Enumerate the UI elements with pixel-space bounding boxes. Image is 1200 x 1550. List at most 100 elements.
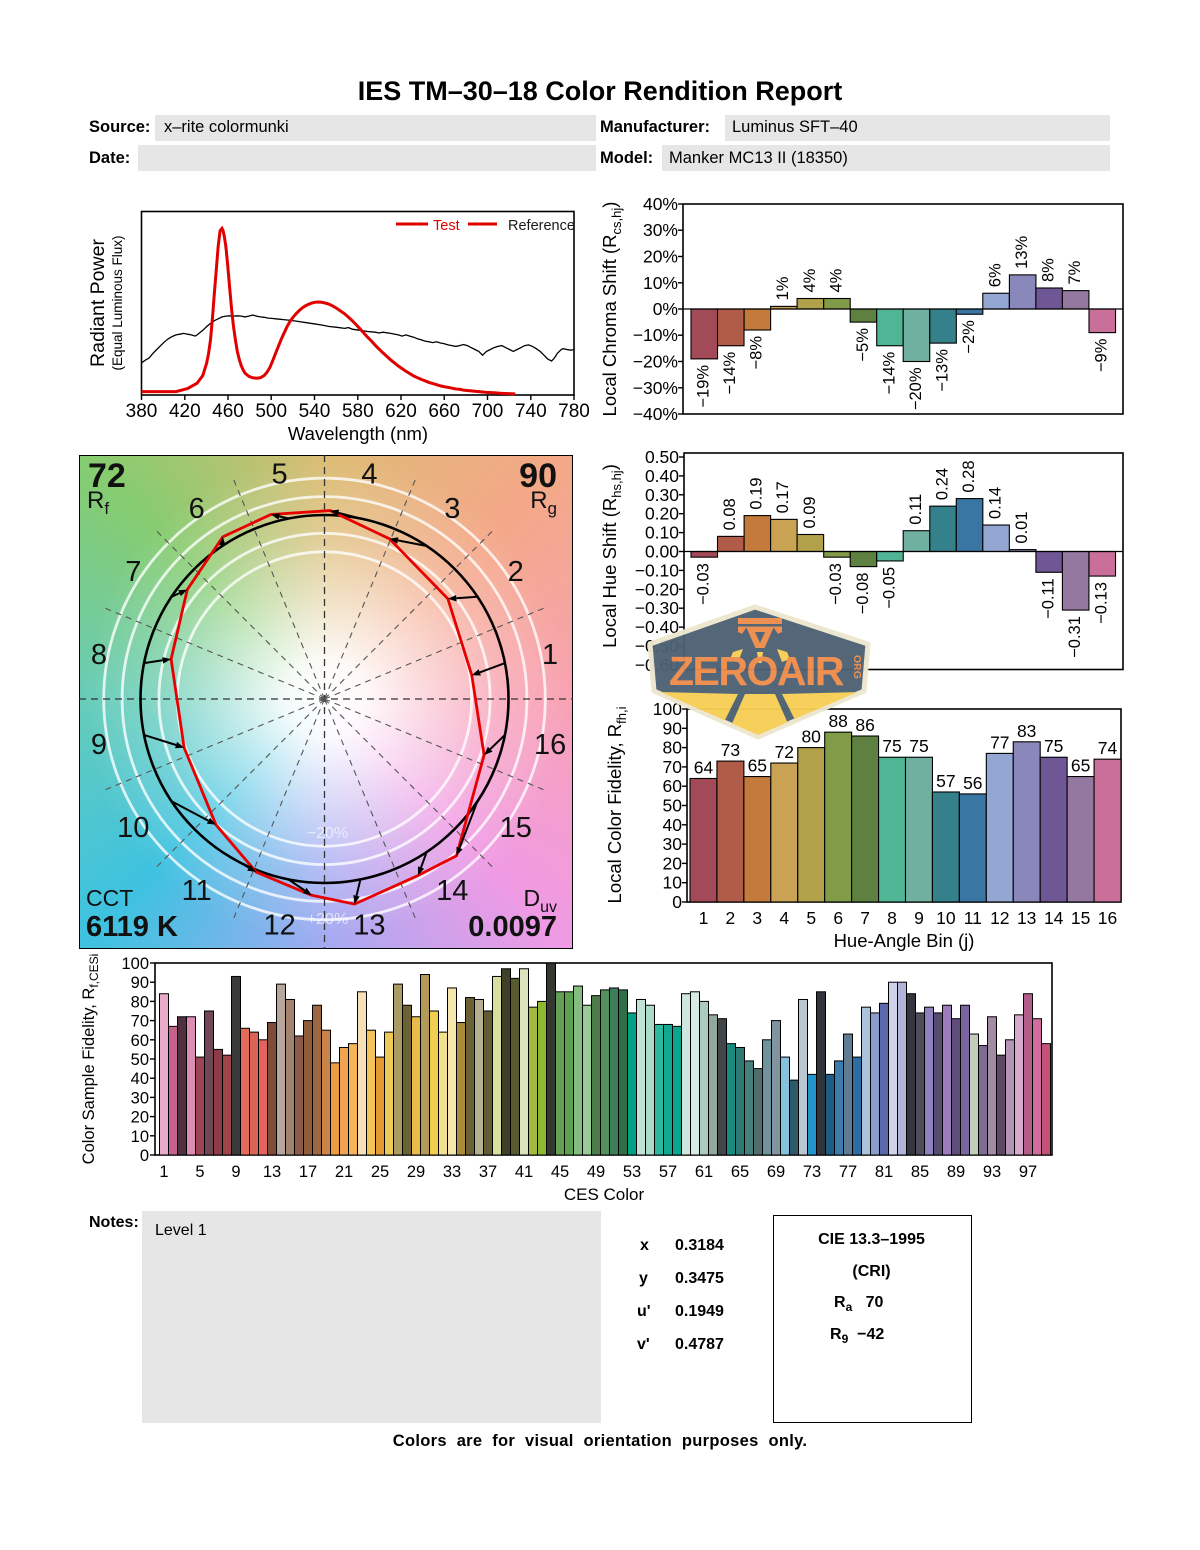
svg-text:−14%: −14% <box>721 351 739 394</box>
svg-text:40: 40 <box>131 1070 149 1088</box>
svg-text:37: 37 <box>479 1163 497 1181</box>
svg-text:Wavelength (nm): Wavelength (nm) <box>288 423 428 444</box>
svg-text:420: 420 <box>169 401 201 422</box>
svg-text:65: 65 <box>748 756 767 776</box>
svg-text:740: 740 <box>515 401 547 422</box>
svg-text:83: 83 <box>1017 721 1036 741</box>
svg-text:75: 75 <box>1044 736 1063 756</box>
svg-text:65: 65 <box>731 1163 749 1181</box>
svg-text:1%: 1% <box>774 276 792 300</box>
svg-text:17: 17 <box>299 1163 317 1181</box>
svg-text:5: 5 <box>272 458 288 490</box>
svg-text:ZEROAIR: ZEROAIR <box>669 648 844 694</box>
svg-text:−0.13: −0.13 <box>1093 582 1111 624</box>
svg-text:73: 73 <box>721 740 740 760</box>
svg-text:−0.03: −0.03 <box>827 563 845 605</box>
svg-text:90: 90 <box>663 718 683 738</box>
svg-text:0.00: 0.00 <box>645 542 679 562</box>
svg-text:53: 53 <box>623 1163 641 1181</box>
svg-text:6119 K: 6119 K <box>86 911 178 943</box>
svg-text:Hue-Angle Bin (j): Hue-Angle Bin (j) <box>834 930 975 951</box>
svg-text:7: 7 <box>125 556 141 588</box>
svg-text:75: 75 <box>882 736 901 756</box>
svg-text:29: 29 <box>407 1163 425 1181</box>
svg-text:56: 56 <box>963 773 982 793</box>
svg-text:88: 88 <box>828 711 847 731</box>
svg-text:−0.05: −0.05 <box>880 567 898 609</box>
svg-text:72: 72 <box>88 457 126 495</box>
svg-text:0.01: 0.01 <box>1013 511 1031 543</box>
svg-text:7: 7 <box>860 908 870 928</box>
svg-text:100: 100 <box>653 699 682 719</box>
svg-text:1: 1 <box>542 639 558 671</box>
svg-text:80: 80 <box>131 993 149 1011</box>
svg-text:−0.03: −0.03 <box>695 563 713 605</box>
svg-text:73: 73 <box>803 1163 821 1181</box>
svg-text:60: 60 <box>131 1032 149 1050</box>
svg-text:10: 10 <box>936 908 956 928</box>
svg-text:−0.08: −0.08 <box>854 573 872 615</box>
svg-text:−40%: −40% <box>633 404 678 424</box>
svg-text:41: 41 <box>515 1163 533 1181</box>
svg-text:4: 4 <box>779 908 789 928</box>
svg-text:2: 2 <box>726 908 736 928</box>
svg-text:620: 620 <box>385 401 417 422</box>
svg-text:60: 60 <box>663 776 683 796</box>
svg-text:−8%: −8% <box>748 336 766 370</box>
svg-text:−9%: −9% <box>1093 338 1111 372</box>
svg-text:4%: 4% <box>827 268 845 292</box>
svg-text:13: 13 <box>1017 908 1036 928</box>
svg-text:77: 77 <box>990 732 1009 752</box>
svg-text:70: 70 <box>663 757 683 777</box>
svg-text:30: 30 <box>663 834 683 854</box>
svg-text:0.50: 0.50 <box>645 447 679 467</box>
svg-text:45: 45 <box>551 1163 569 1181</box>
svg-text:5: 5 <box>195 1163 204 1181</box>
svg-text:57: 57 <box>936 771 955 791</box>
svg-text:30: 30 <box>131 1089 149 1107</box>
svg-text:ORG: ORG <box>851 655 863 679</box>
svg-text:50: 50 <box>131 1051 149 1069</box>
svg-text:13: 13 <box>353 910 385 942</box>
svg-text:460: 460 <box>212 401 244 422</box>
svg-text:−20%: −20% <box>307 825 348 842</box>
svg-text:6%: 6% <box>986 263 1004 287</box>
svg-text:+20%: +20% <box>307 911 348 928</box>
svg-text:50: 50 <box>663 796 683 816</box>
svg-text:11: 11 <box>182 875 212 907</box>
svg-text:3: 3 <box>444 493 460 525</box>
svg-text:16: 16 <box>1098 908 1117 928</box>
svg-text:10%: 10% <box>643 273 678 293</box>
svg-text:6: 6 <box>189 493 205 525</box>
svg-text:0: 0 <box>672 892 682 912</box>
svg-text:0.28: 0.28 <box>960 460 978 492</box>
svg-text:75: 75 <box>909 736 928 756</box>
svg-text:660: 660 <box>428 401 460 422</box>
svg-text:14: 14 <box>436 875 468 907</box>
svg-text:14: 14 <box>1044 908 1064 928</box>
svg-text:20: 20 <box>663 853 683 873</box>
svg-text:380: 380 <box>126 401 158 422</box>
svg-text:77: 77 <box>839 1163 857 1181</box>
svg-text:10: 10 <box>131 1128 149 1146</box>
svg-text:0.0097: 0.0097 <box>468 911 557 943</box>
svg-text:0.40: 0.40 <box>645 466 679 486</box>
svg-text:−19%: −19% <box>695 365 713 408</box>
svg-text:−0.11: −0.11 <box>1040 578 1058 619</box>
svg-text:700: 700 <box>472 401 504 422</box>
svg-text:CCT: CCT <box>86 885 133 911</box>
svg-text:−5%: −5% <box>854 328 872 362</box>
svg-text:7%: 7% <box>1066 260 1084 284</box>
svg-text:49: 49 <box>587 1163 605 1181</box>
svg-text:9: 9 <box>91 729 107 761</box>
svg-text:61: 61 <box>695 1163 713 1181</box>
svg-text:(Equal Luminous Flux): (Equal Luminous Flux) <box>110 235 125 370</box>
svg-text:9: 9 <box>914 908 924 928</box>
svg-text:−30%: −30% <box>633 378 678 398</box>
svg-text:70: 70 <box>131 1013 149 1031</box>
svg-text:81: 81 <box>875 1163 893 1181</box>
svg-text:30%: 30% <box>643 220 678 240</box>
svg-text:40: 40 <box>663 815 683 835</box>
svg-text:0.11: 0.11 <box>907 494 925 525</box>
svg-text:15: 15 <box>1071 908 1090 928</box>
